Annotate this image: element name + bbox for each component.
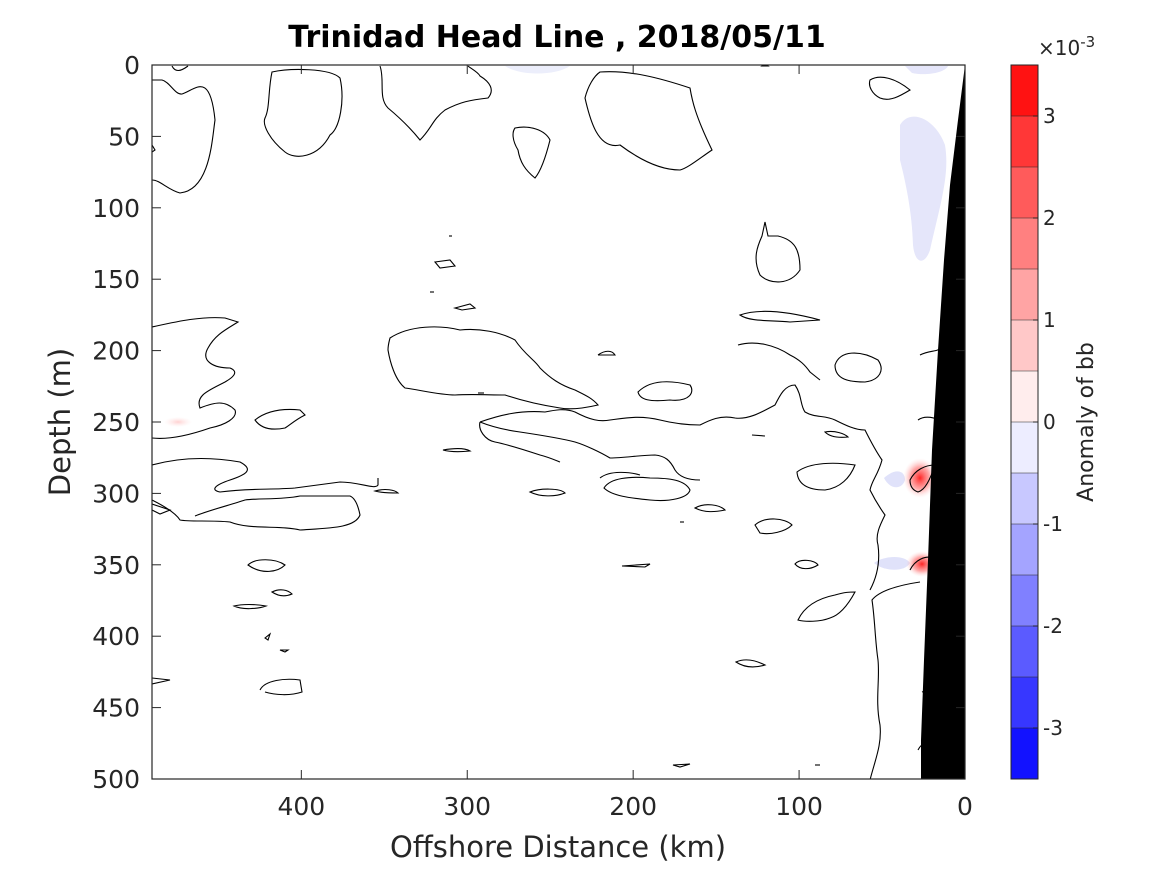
x-tick-label: 200	[609, 792, 657, 821]
negative-anomaly-patch	[905, 66, 948, 75]
negative-anomaly-patch	[900, 116, 947, 261]
colorbar-band	[1011, 575, 1038, 627]
colorbar-band	[1011, 626, 1038, 678]
colorbar-band	[1011, 728, 1038, 780]
axis-ticks	[152, 64, 966, 780]
y-tick-label: 200	[92, 337, 140, 366]
colorbar-band	[1011, 677, 1038, 729]
colorbar-band	[1011, 269, 1038, 321]
colorbar-band	[1011, 473, 1038, 525]
positive-anomaly-patch	[164, 417, 192, 427]
x-axis-label: Offshore Distance (km)	[390, 830, 726, 864]
colorbar-tick-label: 0	[1043, 410, 1056, 434]
colorbar-band	[1011, 65, 1038, 117]
y-tick-label: 150	[92, 265, 140, 294]
y-tick-label: 400	[92, 622, 140, 651]
colorbar-band	[1011, 422, 1038, 474]
y-tick-label: 350	[92, 551, 140, 580]
y-tick-label: 300	[92, 479, 140, 508]
colorbar-tick-label: -1	[1043, 512, 1063, 536]
plot-background	[152, 65, 965, 779]
colorbar-tick-label: 2	[1043, 206, 1056, 230]
colorbar-tick-label: -3	[1043, 716, 1063, 740]
y-tick-label: 250	[92, 408, 140, 437]
y-tick-label: 0	[124, 51, 140, 80]
colorbar-tick-label: 3	[1043, 104, 1056, 128]
x-tick-label: 300	[443, 792, 491, 821]
colorbar-band	[1011, 524, 1038, 576]
colorbar-tick-label: -2	[1043, 614, 1063, 638]
colorbar-label: Anomaly of bb	[1074, 342, 1099, 502]
negative-anomaly-patch	[874, 557, 910, 570]
y-tick-labels: 0 50 100 150 200 250 300 350 400 450 500	[92, 51, 140, 794]
x-tick-label: 100	[775, 792, 823, 821]
colorbar-tick-label: 1	[1043, 308, 1056, 332]
negative-anomaly-patch	[884, 471, 905, 488]
y-tick-label: 50	[108, 122, 140, 151]
colorbar-band	[1011, 116, 1038, 168]
colorbar-bands	[1011, 64, 1038, 780]
bathymetry-mask	[921, 65, 965, 779]
plot-area	[151, 64, 966, 780]
colorbar: 3 2 1 0 -1 -2 -3 ×10-3 Anomaly of bb	[1010, 33, 1099, 780]
y-tick-label: 500	[92, 765, 140, 794]
chart-title: Trinidad Head Line , 2018/05/11	[288, 20, 825, 55]
x-tick-label: 400	[277, 792, 325, 821]
y-tick-label: 100	[92, 194, 140, 223]
colorbar-band	[1011, 371, 1038, 423]
colorbar-band	[1011, 320, 1038, 372]
negative-anomaly-patch	[505, 66, 570, 74]
y-axis-label: Depth (m)	[43, 348, 77, 496]
anomaly-field	[152, 65, 965, 779]
colorbar-ticks: 3 2 1 0 -1 -2 -3	[1033, 104, 1063, 740]
x-tick-label: 0	[957, 792, 973, 821]
x-tick-labels: 400 300 200 100 0	[277, 792, 972, 821]
colorbar-band	[1011, 167, 1038, 219]
positive-anomaly-patch	[903, 458, 937, 498]
y-tick-label: 450	[92, 694, 140, 723]
colorbar-band	[1011, 218, 1038, 270]
colorbar-exponent: ×10-3	[1038, 33, 1095, 60]
